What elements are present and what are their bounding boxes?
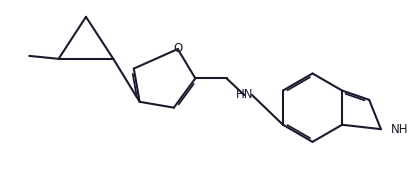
Text: O: O bbox=[173, 42, 182, 55]
Text: NH: NH bbox=[391, 123, 408, 136]
Text: HN: HN bbox=[236, 88, 253, 102]
